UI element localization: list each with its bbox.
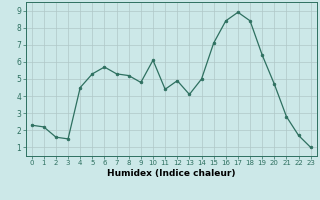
X-axis label: Humidex (Indice chaleur): Humidex (Indice chaleur) [107, 169, 236, 178]
